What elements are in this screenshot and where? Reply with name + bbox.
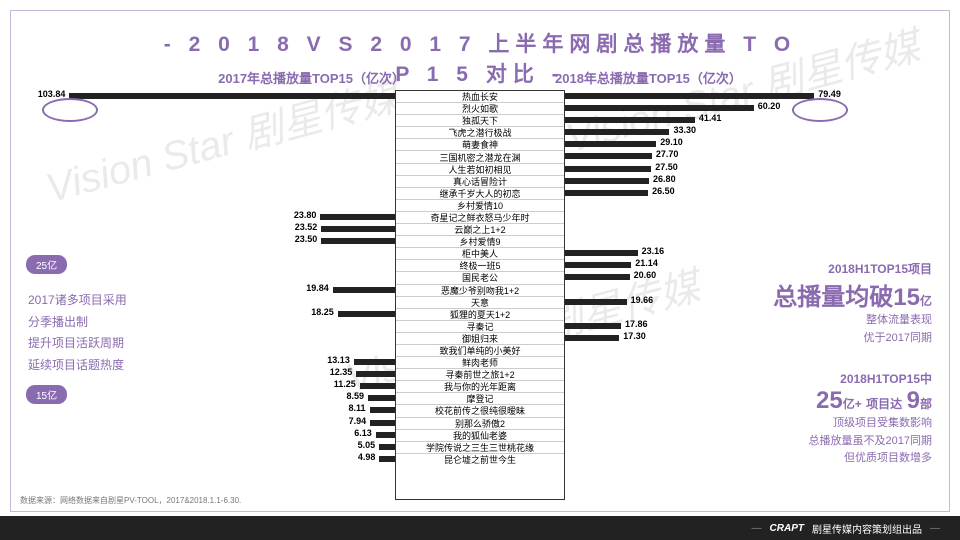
show-label: 学院传说之三生三世桃花缘: [396, 442, 564, 454]
bar-value: 60.20: [758, 101, 781, 111]
bar: [565, 117, 695, 123]
bar: [565, 323, 621, 329]
bar-value: 33.30: [673, 125, 696, 135]
bar: [565, 190, 648, 196]
bar-value: 27.70: [656, 149, 679, 159]
bar-value: 27.50: [655, 162, 678, 172]
bar: [565, 262, 631, 268]
sub-2017: 2017年总播放量TOP15（亿次）: [218, 68, 405, 88]
bar: [565, 274, 630, 280]
note-right-2: 2018H1TOP15中 25亿+ 项目达 9部 顶级项目受集数影响 总播放量虽…: [692, 370, 932, 468]
bar-value: 23.80: [294, 210, 317, 220]
data-source: 数据来源：网络数据来自剧星PV-TOOL，2017&2018.1.1-6.30.: [20, 495, 241, 506]
bar-value: 13.13: [327, 355, 350, 365]
tag-25: 25亿: [26, 255, 67, 274]
bar-value: 5.05: [358, 440, 376, 450]
bar-value: 6.13: [354, 428, 372, 438]
bar: [338, 311, 395, 317]
bar-value: 23.50: [295, 234, 318, 244]
highlight-circle-2018: [792, 98, 848, 122]
bar-value: 19.84: [306, 283, 329, 293]
bar: [565, 141, 656, 147]
bar: [370, 420, 395, 426]
bar: [69, 93, 395, 99]
bar: [565, 178, 649, 184]
bar: [356, 371, 395, 377]
bar-value: 41.41: [699, 113, 722, 123]
bar: [379, 444, 395, 450]
bar-value: 20.60: [634, 270, 657, 280]
bar: [565, 335, 619, 341]
bar-value: 18.25: [311, 307, 334, 317]
bar-value: 29.10: [660, 137, 683, 147]
bar: [565, 93, 814, 99]
footer-bar: — CRAPT 剧星传媒内容策划组出品 —: [0, 516, 960, 540]
bar: [565, 166, 651, 172]
bar-value: 23.52: [295, 222, 318, 232]
note-right-1: 2018H1TOP15项目 总播量均破15亿 整体流量表现 优于2017同期: [712, 260, 932, 347]
bar: [565, 105, 754, 111]
bar-value: 17.30: [623, 331, 646, 341]
bar-value: 23.16: [642, 246, 665, 256]
bar-value: 12.35: [330, 367, 353, 377]
bar-value: 17.86: [625, 319, 648, 329]
bar-value: 8.11: [349, 403, 366, 413]
bar: [565, 250, 638, 256]
bar: [368, 395, 395, 401]
bar-value: 26.50: [652, 186, 675, 196]
bar: [354, 359, 395, 365]
bar: [376, 432, 395, 438]
highlight-circle-2017: [42, 98, 98, 122]
show-labels-column: 热血长安烈火如歌独孤天下飞虎之潜行极战萌妻食神三国机密之潜龙在渊人生若如初相见真…: [395, 90, 565, 500]
bar-value: 26.80: [653, 174, 676, 184]
bar: [333, 287, 395, 293]
tag-15: 15亿: [26, 385, 67, 404]
bar: [321, 226, 395, 232]
bar-value: 21.14: [635, 258, 658, 268]
bar: [565, 129, 669, 135]
note-left: 2017诸多项目采用分季播出制提升项目活跃周期延续项目话题热度: [28, 290, 188, 376]
sub-2018: 2018年总播放量TOP15（亿次）: [555, 68, 742, 88]
bar: [565, 153, 652, 159]
bar-value: 19.66: [631, 295, 654, 305]
bar-value: 7.94: [349, 416, 367, 426]
bar: [321, 238, 395, 244]
bar-value: 8.59: [347, 391, 365, 401]
bar: [360, 383, 395, 389]
bar-value: 4.98: [358, 452, 376, 462]
bar: [370, 407, 395, 413]
show-label: 昆仑墟之前世今生: [396, 454, 564, 466]
footer-brand: CRAPT: [770, 523, 804, 534]
bar: [379, 456, 395, 462]
bar: [565, 299, 627, 305]
sub-header-row: 2017年总播放量TOP15（亿次） 2018年总播放量TOP15（亿次）: [50, 68, 910, 88]
bar-value: 11.25: [334, 379, 356, 389]
footer-text: 剧星传媒内容策划组出品: [812, 521, 922, 536]
bar: [320, 214, 395, 220]
